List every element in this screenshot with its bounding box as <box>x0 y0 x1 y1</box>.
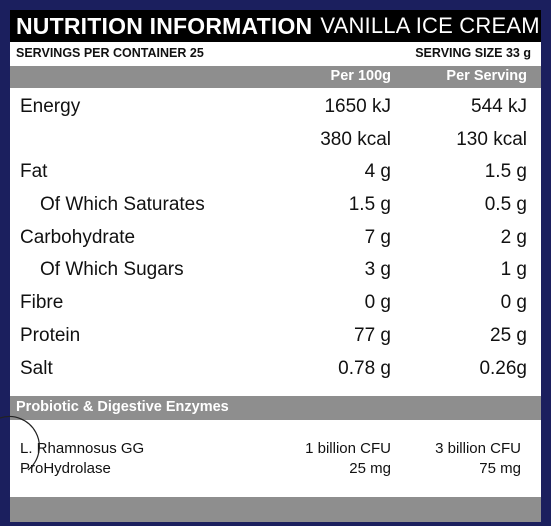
value-per-serving: 3 billion CFU <box>435 440 521 457</box>
nutrient-row-fat: Fat 4 g 1.5 g <box>10 157 541 190</box>
panel-title: NUTRITION INFORMATION <box>16 12 313 39</box>
value-per-100g: 1 billion CFU <box>305 440 391 457</box>
value-per-serving: 1.5 g <box>484 161 527 183</box>
nutrient-table: Energy 1650 kJ 544 kJ 380 kcal 130 kcal … <box>10 92 541 386</box>
nutrient-label: Of Which Sugars <box>40 259 184 281</box>
value-per-serving: 0.26g <box>479 357 527 379</box>
servings-per-container: SERVINGS PER CONTAINER 25 <box>16 46 204 60</box>
nutrient-row-salt: Salt 0.78 g 0.26g <box>10 354 541 387</box>
value-per-serving: 2 g <box>500 226 527 248</box>
nutrient-label: Energy <box>20 96 81 117</box>
nutrient-label: Carbohydrate <box>20 226 136 248</box>
probiotic-label: ProHydrolase <box>20 460 111 477</box>
nutrient-label: Protein <box>20 324 81 346</box>
serving-size: SERVING SIZE 33 g <box>415 46 531 60</box>
title-bar: NUTRITION INFORMATION VANILLA ICE CREAM <box>10 10 541 42</box>
nutrient-row-fibre: Fibre 0 g 0 g <box>10 288 541 321</box>
value-per-serving: 25 g <box>490 324 527 346</box>
value-per-serving: 75 mg <box>479 460 521 477</box>
value-per-100g: 25 mg <box>349 460 391 477</box>
nutrition-panel: NUTRITION INFORMATION VANILLA ICE CREAM … <box>10 10 541 522</box>
value-per-100g: 1650 kJ <box>324 96 391 117</box>
value-per-serving: 544 kJ <box>471 96 527 117</box>
value-per-100g: 0 g <box>364 292 391 314</box>
value-per-100g: 3 g <box>364 259 391 281</box>
probiotic-row-prohydrolase: ProHydrolase 25 mg 75 mg <box>10 460 541 480</box>
column-per-serving: Per Serving <box>446 68 527 84</box>
nutrient-label: Fat <box>20 161 48 183</box>
nutrient-row-saturates: Of Which Saturates 1.5 g 0.5 g <box>10 190 541 223</box>
nutrient-label: Of Which Saturates <box>40 194 205 216</box>
nutrient-row-carbohydrate: Carbohydrate 7 g 2 g <box>10 223 541 256</box>
probiotic-label: L. Rhamnosus GG <box>20 440 145 457</box>
value-per-serving: 0 g <box>500 292 527 314</box>
servings-line: SERVINGS PER CONTAINER 25 SERVING SIZE 3… <box>10 43 541 65</box>
nutrient-label: Fibre <box>20 292 64 314</box>
column-header: Per 100g Per Serving <box>10 66 541 88</box>
probiotic-row-rhamnosus: L. Rhamnosus GG 1 billion CFU 3 billion … <box>10 440 541 460</box>
nutrient-row-energy-kcal: 380 kcal 130 kcal <box>10 125 541 158</box>
value-per-100g: 1.5 g <box>348 194 391 216</box>
value-per-100g: 77 g <box>354 324 391 346</box>
value-per-100g: 7 g <box>364 226 391 248</box>
value-per-serving: 1 g <box>500 259 527 281</box>
nutrient-row-protein: Protein 77 g 25 g <box>10 321 541 354</box>
nutrient-label: Salt <box>20 357 53 379</box>
column-per-100g: Per 100g <box>330 68 391 84</box>
value-per-serving: 0.5 g <box>484 194 527 216</box>
nutrient-row-energy-kj: Energy 1650 kJ 544 kJ <box>10 92 541 125</box>
value-per-serving: 130 kcal <box>456 128 527 150</box>
value-per-100g: 4 g <box>364 161 391 183</box>
product-name: VANILLA ICE CREAM <box>320 13 540 38</box>
probiotic-table: L. Rhamnosus GG 1 billion CFU 3 billion … <box>10 440 541 480</box>
nutrient-row-sugars: Of Which Sugars 3 g 1 g <box>10 255 541 288</box>
value-per-100g: 380 kcal <box>320 128 391 150</box>
probiotic-section-header: Probiotic & Digestive Enzymes <box>10 396 541 420</box>
value-per-100g: 0.78 g <box>338 357 391 379</box>
footer-bar <box>10 497 541 522</box>
section-title: Probiotic & Digestive Enzymes <box>16 399 229 415</box>
